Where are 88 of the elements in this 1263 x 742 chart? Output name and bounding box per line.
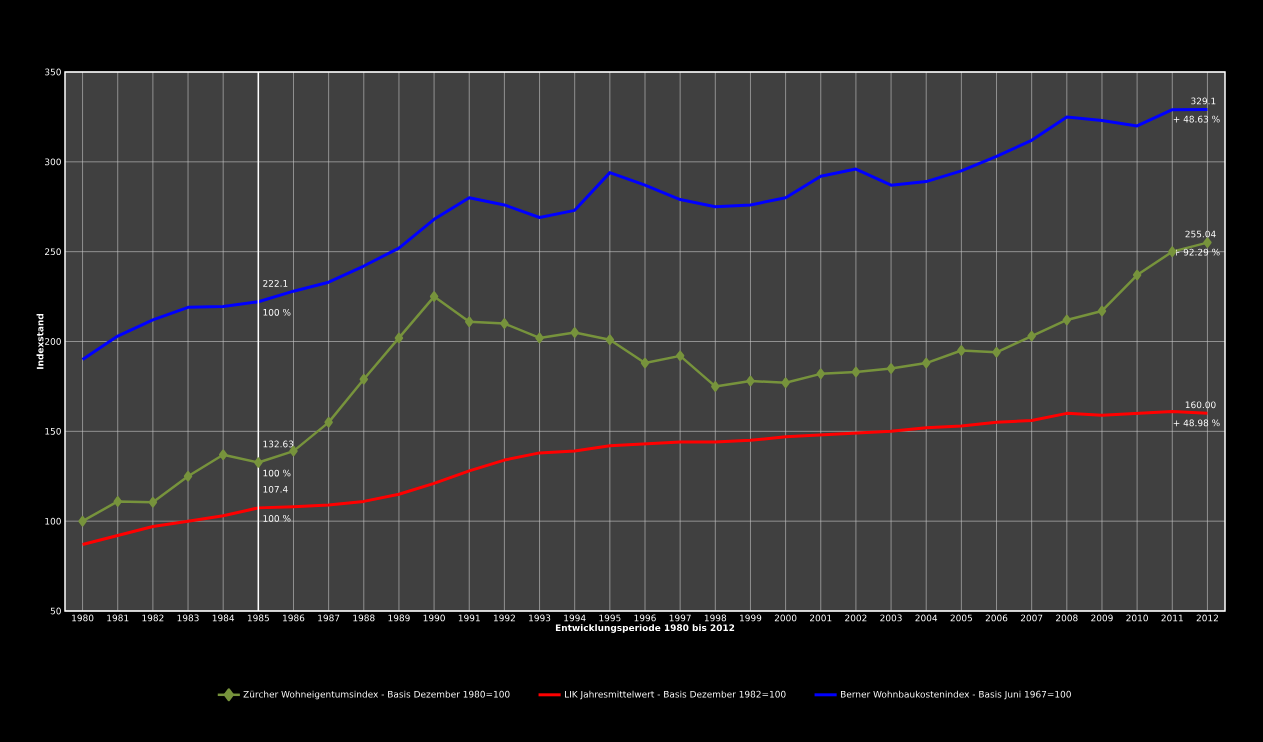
annotation: 100 % bbox=[263, 515, 291, 522]
x-tick-label: 1997 bbox=[669, 614, 691, 622]
x-tick-label: 1991 bbox=[458, 614, 480, 622]
x-tick-label: 2006 bbox=[985, 614, 1008, 622]
point bbox=[359, 373, 369, 385]
point bbox=[535, 332, 544, 344]
point bbox=[254, 457, 263, 468]
y-tick-label: 200 bbox=[45, 338, 61, 345]
annotation: 255.04 bbox=[1185, 230, 1216, 238]
x-tick-label: 1996 bbox=[634, 614, 656, 622]
x-tick-label: 1994 bbox=[564, 614, 586, 622]
point bbox=[218, 449, 228, 460]
point bbox=[711, 381, 720, 392]
point bbox=[465, 316, 474, 327]
annotation: 100 % bbox=[263, 308, 291, 316]
y-axis-title: Indexstand bbox=[36, 314, 44, 369]
annotation: 107.4 bbox=[263, 485, 288, 493]
x-tick-label: 1995 bbox=[599, 614, 621, 622]
x-tick-label: 1982 bbox=[142, 614, 164, 622]
legend-label: LIK Jahresmittelwert - Basis Dezember 1982=100 bbox=[565, 690, 786, 700]
point bbox=[675, 350, 685, 362]
x-tick-label: 2004 bbox=[915, 614, 938, 622]
x-axis-title: Entwicklungsperiode 1980 bis 2012 bbox=[555, 624, 735, 633]
x-tick-label: 1992 bbox=[493, 614, 515, 622]
point bbox=[1168, 246, 1177, 257]
point bbox=[781, 377, 790, 389]
annotation: 329.1 bbox=[1191, 97, 1216, 105]
x-tick-label: 2000 bbox=[774, 614, 797, 622]
y-tick-label: 50 bbox=[50, 607, 61, 615]
x-tick-label: 1985 bbox=[247, 614, 269, 622]
y-tick-label: 350 bbox=[45, 68, 61, 76]
x-tick-label: 2009 bbox=[1091, 614, 1113, 622]
x-tick-label: 1981 bbox=[107, 614, 129, 622]
x-tick-label: 1984 bbox=[212, 614, 235, 622]
point bbox=[78, 515, 87, 527]
point bbox=[640, 357, 650, 369]
point bbox=[921, 357, 931, 369]
x-tick-label: 1989 bbox=[388, 614, 410, 622]
x-tick-label: 1988 bbox=[353, 614, 375, 622]
point bbox=[605, 334, 615, 345]
y-tick-label: 150 bbox=[45, 427, 61, 435]
point bbox=[1062, 314, 1072, 326]
annotation: 222.1 bbox=[263, 279, 288, 287]
y-tick-label: 300 bbox=[45, 158, 61, 166]
x-tick-label: 1987 bbox=[318, 614, 340, 622]
annotation: 100 % bbox=[263, 469, 291, 477]
point bbox=[746, 375, 755, 387]
x-tick-label: 1990 bbox=[423, 614, 445, 622]
x-tick-label: 2005 bbox=[950, 614, 972, 622]
point bbox=[148, 497, 158, 508]
point bbox=[429, 291, 439, 302]
annotation: + 48.98 % bbox=[1173, 419, 1220, 427]
point bbox=[394, 332, 404, 344]
point bbox=[570, 327, 579, 338]
x-tick-label: 2007 bbox=[1020, 614, 1043, 622]
point bbox=[1203, 237, 1212, 248]
y-tick-label: 250 bbox=[45, 248, 61, 256]
x-tick-label: 2012 bbox=[1196, 614, 1218, 622]
point bbox=[1132, 269, 1142, 281]
y-tick-label: 100 bbox=[45, 517, 61, 525]
x-tick-label: 2008 bbox=[1056, 614, 1078, 622]
x-tick-label: 1999 bbox=[740, 614, 762, 622]
x-tick-label: 2003 bbox=[880, 614, 902, 622]
x-tick-label: 1983 bbox=[177, 614, 199, 622]
x-tick-label: 2010 bbox=[1126, 614, 1148, 622]
point bbox=[500, 318, 509, 329]
point bbox=[113, 496, 122, 507]
x-tick-label: 2011 bbox=[1161, 614, 1183, 622]
x-tick-label: 1986 bbox=[283, 614, 305, 622]
point bbox=[1097, 305, 1107, 317]
x-tick-label: 1980 bbox=[72, 614, 94, 622]
point bbox=[886, 363, 896, 374]
legend-label: Berner Wohnbaukostenindex - Basis Juni 1967=100 bbox=[841, 690, 1071, 700]
legend-label: Zürcher Wohneigentumsindex - Basis Dezember 1980=100 bbox=[243, 690, 510, 700]
point bbox=[183, 471, 193, 482]
x-tick-label: 1993 bbox=[529, 614, 551, 622]
annotation: + 48.63 % bbox=[1173, 115, 1220, 123]
point bbox=[851, 366, 861, 378]
point bbox=[992, 347, 1001, 358]
point bbox=[1027, 330, 1036, 342]
point bbox=[324, 417, 333, 428]
x-tick-label: 1998 bbox=[704, 614, 727, 622]
point bbox=[816, 368, 825, 380]
point bbox=[957, 345, 966, 356]
annotation: 132.63 bbox=[263, 440, 294, 448]
x-tick-label: 2002 bbox=[845, 614, 867, 622]
annotation: 160.00 bbox=[1185, 401, 1216, 409]
x-tick-label: 2001 bbox=[810, 614, 832, 622]
